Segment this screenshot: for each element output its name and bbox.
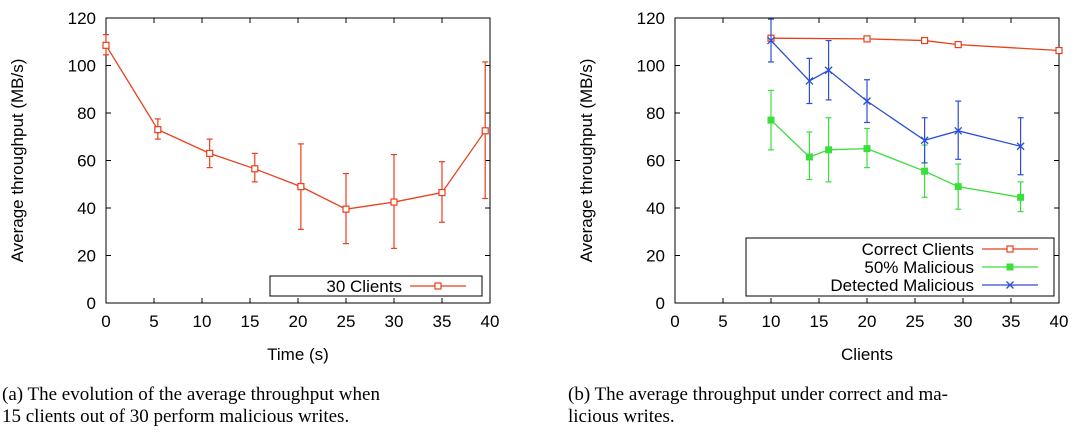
- data-point: [481, 127, 489, 135]
- x-tick-label: 30: [385, 312, 404, 331]
- data-point-stroke: [767, 36, 775, 45]
- data-point: [805, 76, 814, 85]
- y-tick-label: 60: [646, 152, 665, 171]
- data-point: [102, 41, 110, 49]
- data-point: [251, 165, 259, 173]
- data-point-stroke: [1016, 142, 1025, 151]
- caption-a: (a) The evolution of the average through…: [2, 384, 380, 428]
- y-axis-label: Average throughput (MB/s): [8, 59, 27, 263]
- y-tick-label: 80: [646, 104, 665, 123]
- x-tick-label: 5: [149, 312, 158, 331]
- caption-b-line-2: licious writes.: [568, 406, 675, 427]
- data-point: [805, 153, 813, 161]
- data-point: [920, 136, 929, 145]
- data-point: [342, 205, 350, 213]
- legend-swatch-marker: [1006, 245, 1014, 253]
- legend-label: 30 Clients: [326, 277, 402, 296]
- y-tick-label: 100: [637, 57, 665, 76]
- data-point: [1017, 193, 1025, 201]
- chart-b: 0 5 10 15 20 25 30 35 40 0 20 40 60 80 100 120 Clients Av…: [577, 9, 1068, 364]
- y-tick-label: 80: [77, 104, 96, 123]
- data-point: [1055, 46, 1063, 55]
- x-tick-label: 0: [670, 312, 679, 331]
- x-axis-label: Time (s): [267, 345, 329, 364]
- data-point: [954, 40, 962, 49]
- x-tick-label: 20: [858, 312, 877, 331]
- data-point: [767, 116, 775, 124]
- y-tick-label: 120: [68, 9, 96, 28]
- data-point-stroke: [824, 66, 833, 75]
- data-point: [767, 36, 775, 45]
- data-point: [921, 167, 929, 175]
- x-tick-label: 40: [481, 312, 500, 331]
- series-line: [770, 37, 1060, 52]
- legend-swatch-marker-stroke: [1006, 281, 1014, 289]
- x-tick-label: 10: [193, 312, 212, 331]
- legend: 30 Clients: [269, 275, 483, 297]
- data-point: [1016, 142, 1025, 151]
- x-tick-label: 40: [1050, 312, 1069, 331]
- legend-label: Detected Malicious: [830, 276, 974, 295]
- data-point: [863, 35, 871, 43]
- data-point: [154, 126, 162, 134]
- series-1: [767, 89, 1025, 213]
- data-point: [206, 149, 214, 157]
- y-tick-label: 20: [646, 247, 665, 266]
- data-point: [390, 198, 398, 206]
- data-point-stroke: [920, 136, 929, 145]
- series-line: [105, 44, 486, 210]
- data-point-stroke: [954, 126, 963, 135]
- y-tick-label: 100: [68, 57, 96, 76]
- data-point: [954, 183, 962, 191]
- caption-a-line-2: 15 clients out of 30 perform malicious w…: [2, 406, 350, 427]
- x-axis-label: Clients: [841, 345, 893, 364]
- series-line: [770, 40, 1021, 147]
- series-0: [102, 34, 489, 249]
- x-tick-label: 25: [906, 312, 925, 331]
- data-point: [863, 97, 871, 106]
- x-tick-label: 35: [1002, 312, 1021, 331]
- y-tick-label: 0: [87, 294, 96, 313]
- data-point: [824, 66, 833, 75]
- legend-swatch-marker: [434, 282, 442, 290]
- caption-b-line-1: (b) The average throughput under correct…: [568, 384, 949, 405]
- x-tick-label: 10: [762, 312, 781, 331]
- series-0: [767, 34, 1063, 55]
- series-2: [767, 18, 1025, 176]
- x-tick-label: 25: [337, 312, 356, 331]
- data-point-stroke: [863, 97, 871, 106]
- data-point-stroke: [805, 76, 814, 85]
- x-tick-label: 30: [954, 312, 973, 331]
- data-point: [954, 126, 963, 135]
- chart-a: 0 5 10 15 20 25 30 35 40 0 20 40 60 80 100 120 Time (s) A…: [8, 9, 499, 364]
- x-tick-label: 35: [433, 312, 452, 331]
- x-tick-label: 20: [289, 312, 308, 331]
- caption-b: (b) The average throughput under correct…: [568, 384, 1080, 428]
- legend-box: [269, 275, 483, 297]
- y-tick-label: 20: [77, 247, 96, 266]
- y-tick-label: 60: [77, 152, 96, 171]
- y-tick-label: 120: [637, 9, 665, 28]
- x-tick-label: 0: [101, 312, 110, 331]
- y-tick-label: 0: [656, 294, 665, 313]
- data-point: [825, 146, 833, 154]
- data-point: [863, 145, 871, 153]
- data-point: [438, 188, 446, 197]
- x-tick-label: 15: [810, 312, 829, 331]
- x-tick-label: 5: [718, 312, 727, 331]
- data-point: [920, 36, 929, 45]
- x-tick-label: 15: [241, 312, 260, 331]
- data-point: [297, 183, 305, 191]
- legend-swatch-marker: [1006, 263, 1014, 271]
- caption-a-line-1: (a) The evolution of the average through…: [2, 384, 380, 405]
- legend-label: 50% Malicious: [864, 258, 974, 277]
- plot-frame: [105, 17, 491, 304]
- y-axis-label: Average throughput (MB/s): [577, 59, 596, 263]
- legend-swatch-marker: [1006, 281, 1014, 289]
- y-tick-label: 40: [77, 199, 96, 218]
- y-tick-label: 40: [646, 199, 665, 218]
- legend-label: Correct Clients: [862, 240, 974, 259]
